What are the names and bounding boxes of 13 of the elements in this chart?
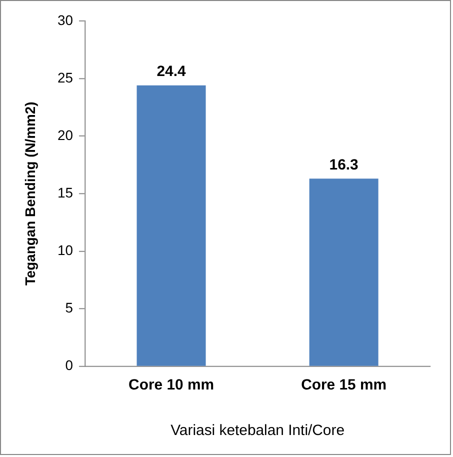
y-axis-title: Tegangan Bending (N/mm2) <box>22 102 38 286</box>
y-tick-label: 5 <box>65 300 74 316</box>
x-tick-label: Core 15 mm <box>301 376 387 394</box>
y-tick-label: 15 <box>58 184 74 200</box>
y-tick-label: 10 <box>58 242 74 258</box>
y-tick-label: 0 <box>65 357 74 374</box>
x-tick-label: Core 10 mm <box>128 376 214 394</box>
data-label: 16.3 <box>329 156 358 174</box>
y-tick-label: 30 <box>58 12 74 28</box>
y-tick-label: 25 <box>58 69 74 86</box>
x-axis-title: Variasi ketebalan Inti/Core <box>170 422 344 440</box>
data-label: 24.4 <box>156 63 186 80</box>
y-tick-label: 20 <box>58 126 74 143</box>
